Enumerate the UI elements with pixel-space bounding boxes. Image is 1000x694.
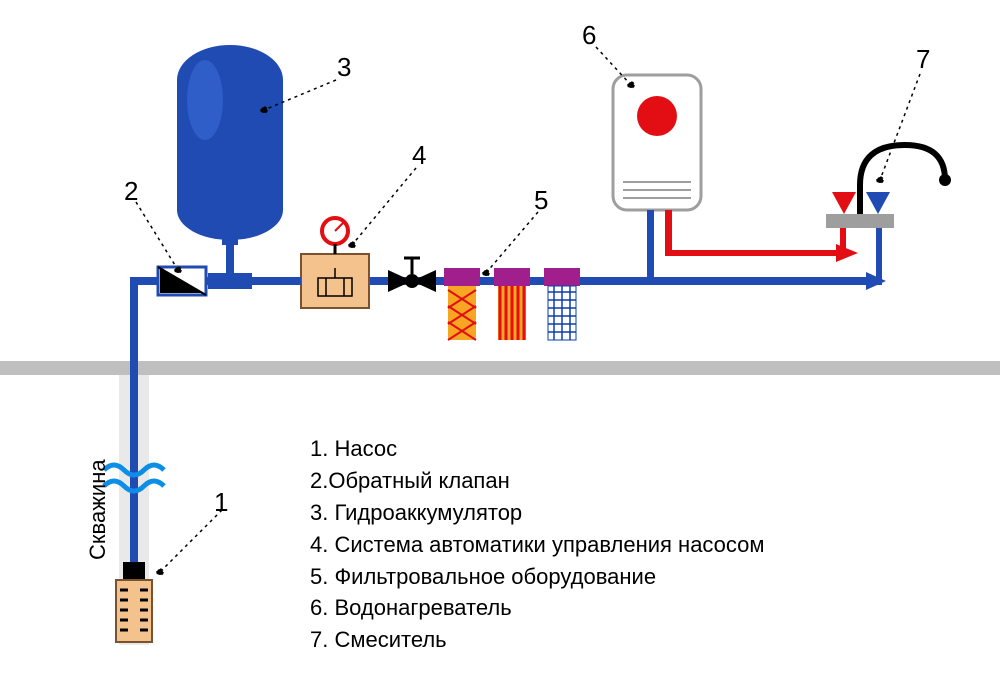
heater-indicator	[637, 96, 677, 136]
callout-1: 1	[214, 487, 228, 518]
callout-3: 3	[337, 52, 351, 83]
hot-handle-icon	[832, 192, 856, 214]
legend-item: 1. Насос	[310, 433, 765, 465]
check-valve	[158, 267, 206, 295]
legend-item: 5. Фильтровальное оборудование	[310, 561, 765, 593]
legend-item: 6. Водонагреватель	[310, 592, 765, 624]
automation-box	[285, 218, 369, 308]
callout-5: 5	[534, 185, 548, 216]
legend-item: 3. Гидроаккумулятор	[310, 497, 765, 529]
tank-tee	[208, 273, 252, 289]
callout-6: 6	[582, 20, 596, 51]
filter-bank	[444, 268, 580, 340]
cold-handle-icon	[866, 192, 890, 214]
tank	[177, 45, 283, 245]
well-label: Скважина	[85, 459, 111, 560]
legend: 1. Насос 2.Обратный клапан 3. Гидроаккум…	[310, 433, 765, 656]
hot-arrow	[836, 244, 858, 262]
callout-4: 4	[412, 140, 426, 171]
legend-item: 4. Система автоматики управления насосом	[310, 529, 765, 561]
riser-pipe	[130, 277, 138, 577]
callout-7: 7	[916, 44, 930, 75]
legend-item: 7. Смеситель	[310, 624, 765, 656]
ball-valve-icon	[388, 258, 436, 292]
hot-pipe	[665, 250, 840, 256]
ground	[0, 361, 1000, 375]
legend-item: 2.Обратный клапан	[310, 465, 765, 497]
callout-2: 2	[124, 176, 138, 207]
mixer-faucet	[826, 145, 951, 285]
